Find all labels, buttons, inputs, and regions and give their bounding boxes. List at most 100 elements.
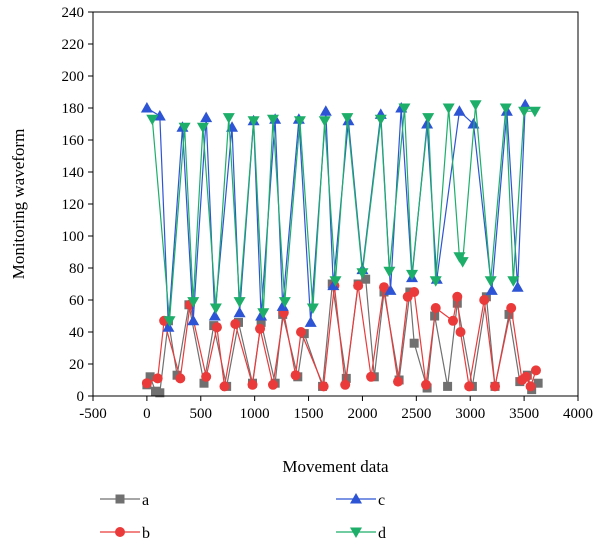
data-point-c (276, 300, 289, 311)
series-line-b (146, 285, 537, 389)
data-point-b (201, 371, 212, 382)
data-point-c (511, 281, 524, 292)
legend-label-b: b (142, 525, 150, 542)
data-point-b (447, 315, 458, 326)
data-point-d (406, 269, 419, 281)
data-point-c (384, 284, 397, 295)
data-point-d (222, 113, 235, 124)
x-tick-label: 3500 (509, 406, 539, 422)
data-point-c (255, 310, 268, 321)
data-point-c (208, 310, 221, 321)
data-point-b (175, 373, 186, 384)
legend-item-a: a (100, 492, 149, 509)
data-point-a (256, 317, 266, 327)
data-point-b (152, 373, 163, 384)
data-point-b (141, 378, 152, 389)
data-point-d (187, 297, 200, 308)
data-point-b (219, 381, 230, 392)
data-point-d (341, 113, 354, 124)
data-point-d (306, 303, 319, 314)
data-point-b (379, 282, 389, 293)
data-point-c (200, 111, 213, 123)
legend-marker-b (115, 527, 125, 537)
data-point-d (209, 303, 222, 314)
data-point-b (525, 381, 536, 392)
data-point-d (247, 116, 260, 127)
data-point-d (484, 276, 497, 287)
y-tick-label: 20 (69, 357, 84, 373)
data-point-a (199, 378, 209, 388)
data-point-d (499, 103, 512, 114)
axes: -500 0 500 1000 1500 2000 2500 3000 3500 40000204… (62, 5, 594, 422)
data-point-a (504, 309, 514, 319)
data-point-d (422, 113, 435, 124)
x-tick-label: 2500 (401, 406, 431, 422)
data-point-b (296, 327, 307, 337)
y-tick-label: 80 (69, 261, 84, 277)
data-point-b (409, 287, 420, 297)
data-point-b (247, 379, 258, 390)
data-point-d (266, 114, 279, 126)
data-point-d (469, 100, 482, 111)
y-tick-label: 60 (69, 293, 84, 309)
data-point-d (329, 276, 342, 287)
legend-marker-a (115, 494, 125, 504)
data-point-d (518, 106, 531, 118)
data-point-b (530, 365, 541, 376)
data-point-d (293, 116, 306, 127)
data-point-d (318, 116, 331, 127)
data-point-d (507, 276, 520, 287)
legend-item-d: d (336, 525, 386, 542)
data-point-c (519, 98, 532, 110)
data-point-c (467, 118, 480, 129)
data-point-d (398, 103, 411, 114)
data-point-c (233, 306, 246, 318)
data-point-b (290, 370, 301, 381)
data-point-d (383, 266, 396, 278)
legend-label-c: c (378, 492, 385, 509)
data-point-d (429, 276, 442, 287)
legend-marker-d (350, 527, 362, 538)
legend-item-c: c (336, 492, 385, 509)
data-point-b (430, 303, 441, 313)
x-axis-label: Movement data (282, 457, 389, 476)
data-point-c (140, 102, 153, 113)
data-point-c (304, 316, 317, 327)
series-line-d (151, 104, 535, 321)
data-point-d (196, 122, 209, 134)
legend: a c b d (100, 492, 386, 542)
data-point-c (319, 105, 332, 116)
x-tick-label: 1500 (294, 406, 324, 422)
data-point-c (153, 110, 166, 121)
data-point-a (145, 372, 155, 382)
data-point-c (327, 279, 340, 291)
x-tick-label: -500 (79, 406, 107, 422)
data-point-b (366, 371, 377, 382)
series-b (141, 280, 541, 392)
data-point-d (178, 122, 191, 134)
y-tick-label: 180 (62, 101, 85, 117)
data-point-a (155, 388, 165, 398)
data-point-a (533, 378, 543, 388)
data-point-d (146, 114, 159, 126)
y-tick-label: 0 (77, 389, 85, 405)
data-point-b (393, 376, 404, 387)
x-tick-label: 3000 (455, 406, 485, 422)
y-tick-label: 160 (62, 133, 85, 149)
legend-label-d: d (378, 525, 386, 542)
data-point-d (374, 114, 387, 126)
data-point-b (521, 371, 532, 382)
data-point-d (528, 106, 541, 118)
data-point-c (187, 314, 200, 326)
data-point-b (490, 381, 501, 392)
legend-label-a: a (142, 492, 149, 509)
x-tick-label: 1000 (240, 406, 270, 422)
data-point-d (442, 103, 455, 114)
data-point-c (453, 105, 466, 116)
data-point-b (318, 381, 329, 392)
data-point-b (464, 381, 475, 392)
legend-item-b: b (100, 525, 150, 542)
data-point-c (162, 321, 175, 332)
data-point-b (479, 295, 490, 305)
